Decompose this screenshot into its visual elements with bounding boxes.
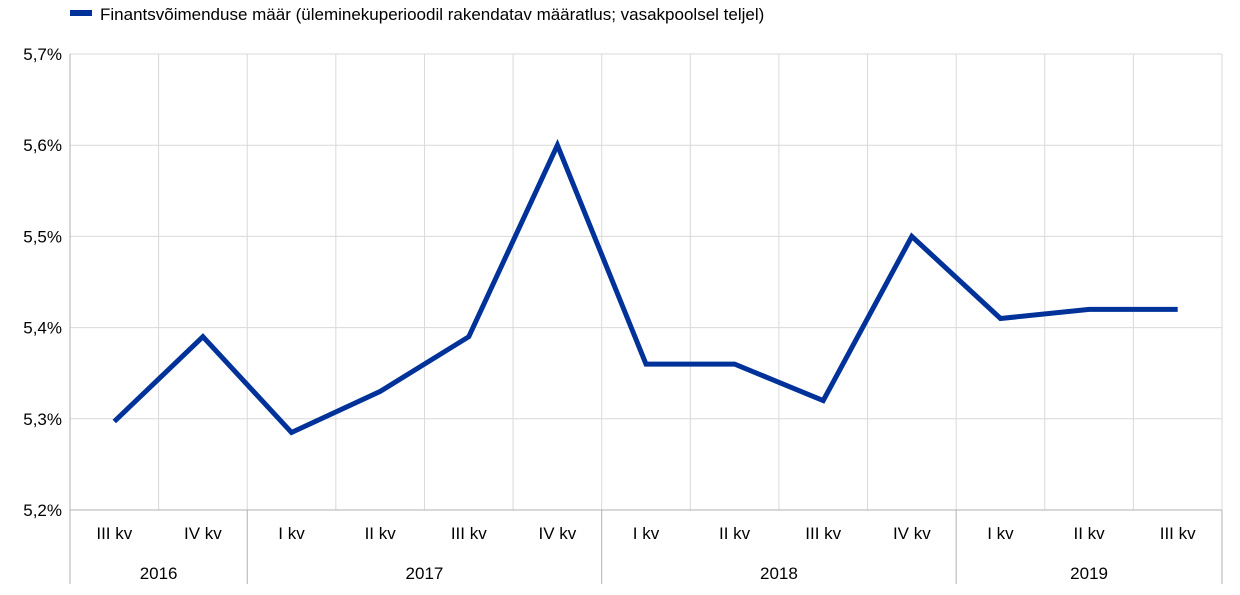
x-tick-label: III kv — [805, 524, 841, 543]
legend-swatch — [70, 10, 92, 16]
x-tick-label: II kv — [365, 524, 397, 543]
legend: Finantsvõimenduse määr (üleminekuperiood… — [70, 5, 764, 24]
y-tick-label: 5,3% — [23, 410, 62, 429]
y-tick-label: 5,5% — [23, 227, 62, 246]
x-tick-label: I kv — [278, 524, 305, 543]
x-tick-label: II kv — [1073, 524, 1105, 543]
y-tick-label: 5,4% — [23, 319, 62, 338]
y-axis-ticks: 5,2% 5,3% 5,4% 5,5% 5,6% 5,7% — [23, 45, 62, 520]
year-label: 2016 — [140, 564, 178, 583]
series-layer — [112, 138, 1178, 436]
x-axis-ticks: III kv IV kv I kv II kv III kv IV kv I kv II kv… — [96, 524, 1196, 583]
x-tick-label: III kv — [1160, 524, 1196, 543]
x-tick-label: III kv — [96, 524, 132, 543]
x-tick-label: II kv — [719, 524, 751, 543]
axes — [69, 54, 1223, 584]
x-tick-label: IV kv — [184, 524, 222, 543]
series-line — [112, 138, 1178, 436]
x-tick-label: III kv — [451, 524, 487, 543]
legend-label: Finantsvõimenduse määr (üleminekuperiood… — [100, 5, 764, 24]
year-label: 2018 — [760, 564, 798, 583]
x-tick-label: IV kv — [538, 524, 576, 543]
year-label: 2019 — [1070, 564, 1108, 583]
y-tick-label: 5,7% — [23, 45, 62, 64]
gridlines — [70, 53, 1223, 511]
x-tick-label: I kv — [987, 524, 1014, 543]
y-tick-label: 5,2% — [23, 501, 62, 520]
x-tick-label: I kv — [633, 524, 660, 543]
year-label: 2017 — [406, 564, 444, 583]
x-tick-label: IV kv — [893, 524, 931, 543]
y-tick-label: 5,6% — [23, 136, 62, 155]
